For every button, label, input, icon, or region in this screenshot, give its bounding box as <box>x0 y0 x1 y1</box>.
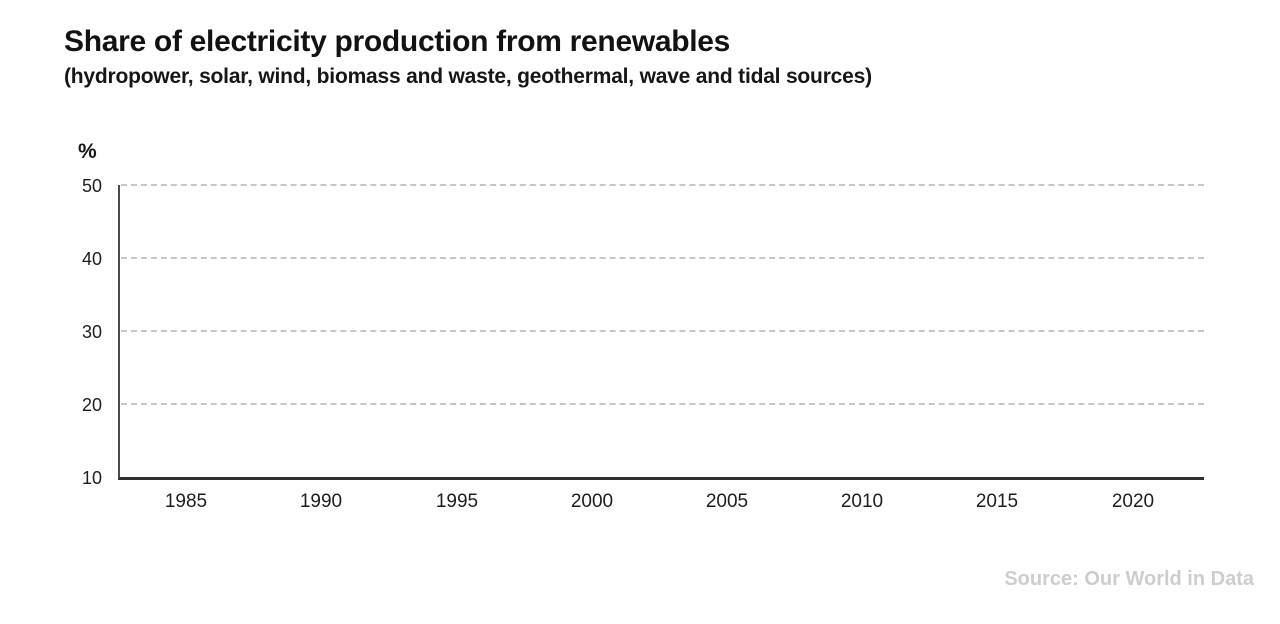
x-tick-label: 2000 <box>570 491 614 512</box>
y-tick-label: 20 <box>81 395 102 415</box>
y-tick-label: 40 <box>81 249 102 269</box>
y-tick-label: 30 <box>81 322 102 342</box>
gridline <box>121 330 1204 332</box>
y-axis-unit-label: % <box>78 140 97 163</box>
source-attribution: Source: Our World in Data <box>1004 568 1254 590</box>
chart-header: Share of electricity production from ren… <box>64 24 872 89</box>
gridline <box>121 257 1204 259</box>
x-tick-label: 2005 <box>705 491 749 512</box>
y-tick-label: 10 <box>81 468 102 488</box>
plot-area <box>118 184 1204 480</box>
gridline <box>121 403 1204 405</box>
x-tick-label: 1985 <box>164 491 208 512</box>
x-tick-label: 2015 <box>975 491 1019 512</box>
x-tick-label: 2010 <box>840 491 884 512</box>
gridline <box>121 184 1204 186</box>
y-tick-label: 50 <box>81 176 102 196</box>
x-tick-label: 1990 <box>299 491 343 512</box>
x-tick-label: 2020 <box>1111 491 1155 512</box>
x-tick-label: 1995 <box>435 491 479 512</box>
chart-title: Share of electricity production from ren… <box>64 25 731 58</box>
chart-subtitle: (hydropower, solar, wind, biomass and wa… <box>64 65 872 88</box>
